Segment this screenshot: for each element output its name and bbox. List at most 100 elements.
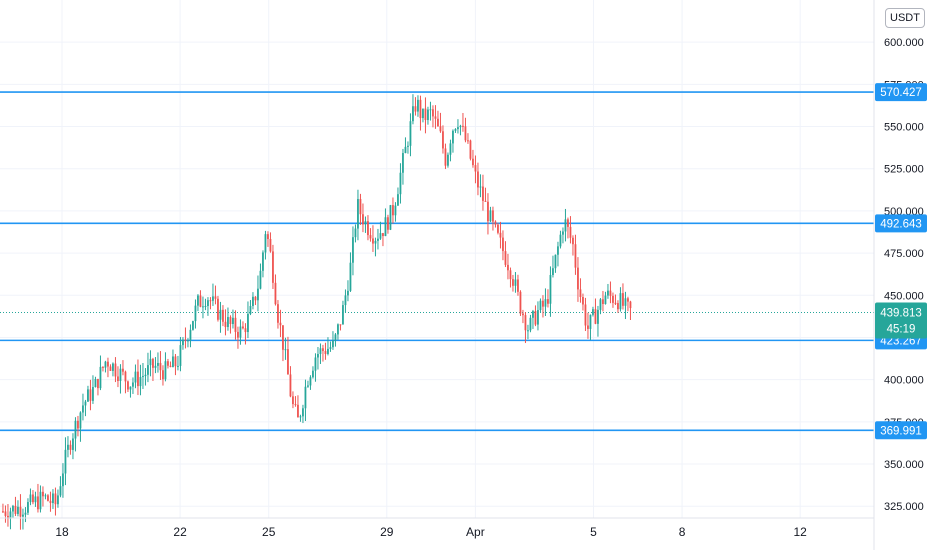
candle-body <box>184 339 187 341</box>
candle-body <box>187 340 189 342</box>
candle-body <box>44 495 47 497</box>
candle-body <box>237 331 239 338</box>
level-price-badge <box>875 83 927 102</box>
candle-body <box>142 376 144 378</box>
candle-body <box>254 296 257 301</box>
candle-body <box>327 348 329 354</box>
candle-body <box>429 109 432 111</box>
candle-body <box>459 125 462 128</box>
candle-body <box>29 494 32 503</box>
candle-body <box>84 401 87 406</box>
candle-body <box>27 502 29 513</box>
candle-body <box>67 444 69 450</box>
candle-body <box>194 305 197 322</box>
candle-body <box>582 296 584 305</box>
candle-body <box>602 299 604 305</box>
candle-body <box>432 109 434 117</box>
candle-body <box>572 237 574 245</box>
candle-body <box>152 358 154 368</box>
x-tick-label: 18 <box>55 525 69 539</box>
candle-body <box>352 237 354 263</box>
candle-body <box>9 511 12 519</box>
candle-body <box>584 304 587 326</box>
candle-body <box>257 288 259 301</box>
candle-body <box>394 205 397 216</box>
candles <box>2 94 632 530</box>
candle-body <box>474 165 477 172</box>
candle-body <box>89 389 92 401</box>
candle-body <box>207 300 209 306</box>
candle-body <box>407 145 409 147</box>
candle-body <box>367 221 369 236</box>
candle-body <box>347 290 349 296</box>
candle-body <box>342 305 344 325</box>
candle-body <box>542 300 544 307</box>
candle-body <box>264 234 267 253</box>
candle-body <box>154 365 157 368</box>
candle-body <box>12 505 14 512</box>
candle-body <box>114 363 117 377</box>
candle-body <box>294 404 297 406</box>
candle-body <box>599 299 602 310</box>
horizontal-levels[interactable] <box>0 91 874 432</box>
candle-body <box>564 219 567 232</box>
candle-body <box>469 140 472 159</box>
candle-body <box>222 309 224 322</box>
candle-body <box>392 205 394 216</box>
x-tick-label: 25 <box>262 525 276 539</box>
candle-body <box>312 370 314 378</box>
candle-body <box>24 512 27 515</box>
candle-body <box>414 106 417 112</box>
time-axis[interactable]: 18 22 25 29 Apr 5 8 12 <box>0 517 874 539</box>
candle-body <box>532 311 534 318</box>
candle-body <box>179 345 182 366</box>
candle-body <box>569 226 572 238</box>
candle-body <box>139 377 142 387</box>
candle-body <box>424 108 427 121</box>
candle-body <box>382 233 384 237</box>
candle-body <box>217 298 219 320</box>
x-tick-label: 22 <box>173 525 187 539</box>
y-tick-label: 550.000 <box>884 122 924 134</box>
candle-body <box>337 324 339 335</box>
x-tick-label: 5 <box>590 525 597 539</box>
candle-body <box>579 289 582 297</box>
candle-body <box>107 361 109 367</box>
candle-body <box>252 296 254 306</box>
y-tick-label: 600.000 <box>884 37 924 49</box>
candle-body <box>402 153 404 173</box>
currency-badge[interactable]: USDT <box>885 8 925 28</box>
candle-body <box>379 233 382 239</box>
candle-body <box>147 365 149 375</box>
candle-body <box>112 363 114 371</box>
candle-body <box>132 382 134 387</box>
candle-body <box>529 317 532 331</box>
candle-body <box>384 217 387 237</box>
candle-body <box>412 106 414 122</box>
candle-body <box>329 347 332 349</box>
candle-body <box>444 148 447 166</box>
candle-body <box>439 126 442 132</box>
candle-body <box>94 379 97 388</box>
candle-body <box>349 262 352 291</box>
candle-body <box>427 109 429 121</box>
last-price-badge <box>875 302 927 339</box>
candle-body <box>554 254 557 269</box>
candle-body <box>467 140 469 142</box>
price-axis[interactable]: 325.000350.000375.000400.000425.000450.0… <box>884 37 924 513</box>
candle-body <box>109 366 112 371</box>
candle-body <box>364 221 367 225</box>
candle-body <box>547 299 549 304</box>
candle-body <box>277 304 279 323</box>
candle-body <box>149 358 152 366</box>
candle-body <box>189 329 192 341</box>
candle-body <box>499 232 502 238</box>
candle-body <box>127 381 129 390</box>
candle-body <box>72 438 74 450</box>
candle-body <box>232 317 234 324</box>
candle-body <box>399 172 402 195</box>
candle-body <box>292 396 294 405</box>
